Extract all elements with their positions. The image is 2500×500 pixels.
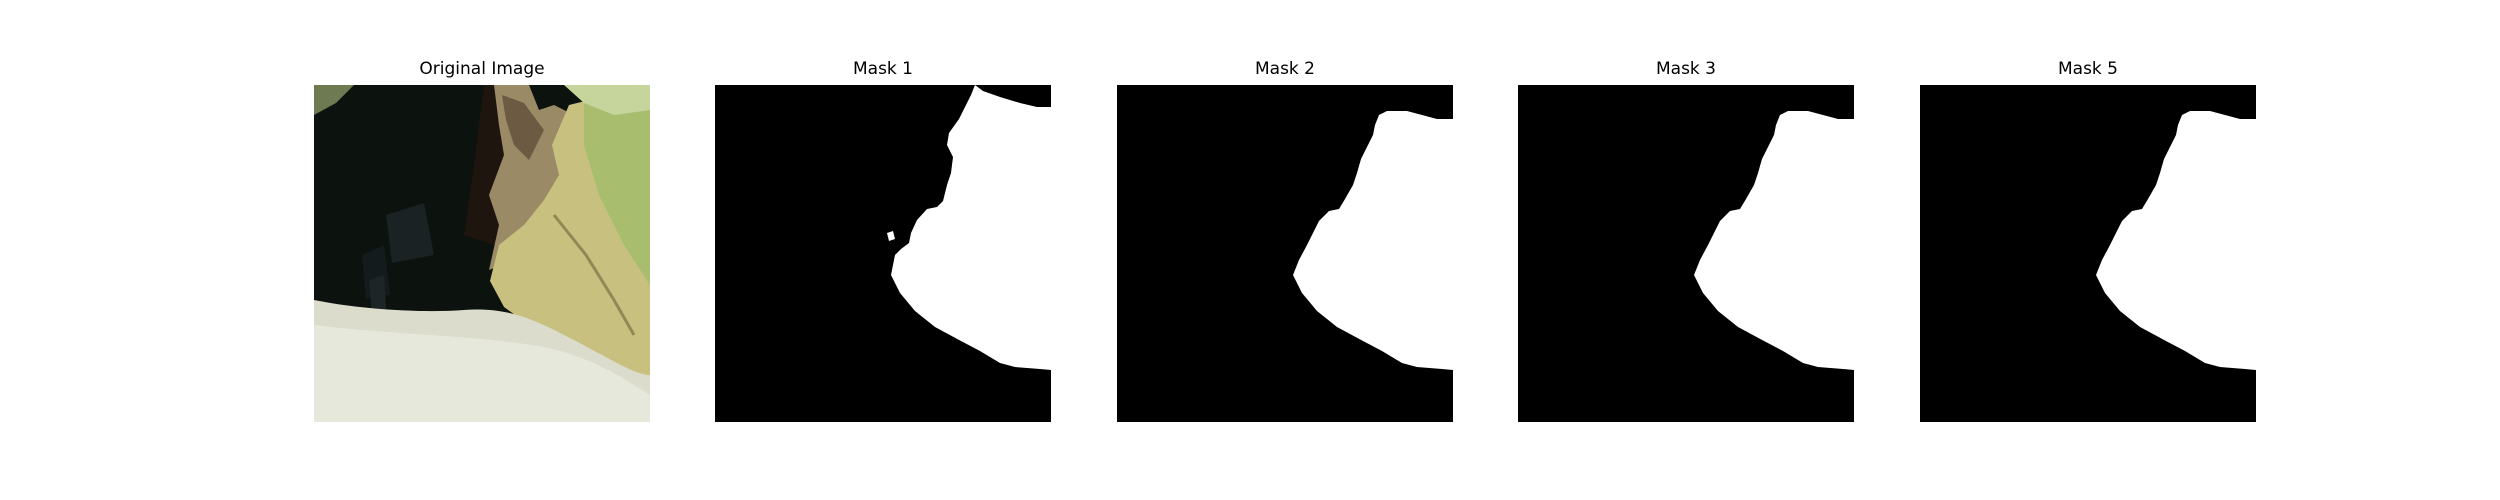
panel-mask-5: Mask 5 [1920,57,2256,422]
panel-title: Mask 5 [2057,59,2118,79]
mask-3-graphic [1518,85,1854,422]
panel-title: Mask 1 [852,59,913,79]
mask-image [1518,85,1854,422]
panel-title: Original Image [419,59,545,79]
panel-mask-1: Mask 1 [715,57,1051,422]
mask-2-graphic [1117,85,1453,422]
mask-image [1920,85,2256,422]
mask-5-graphic [1920,85,2256,422]
original-image-graphic [314,85,650,422]
mask-image [1117,85,1453,422]
mask-1-graphic [715,85,1051,422]
mask-image [715,85,1051,422]
panel-title: Mask 3 [1655,59,1716,79]
panel-title: Mask 2 [1254,59,1315,79]
original-image [314,85,650,422]
panel-original-image: Original Image [314,57,650,422]
panel-mask-3: Mask 3 [1518,57,1854,422]
panel-mask-2: Mask 2 [1117,57,1453,422]
